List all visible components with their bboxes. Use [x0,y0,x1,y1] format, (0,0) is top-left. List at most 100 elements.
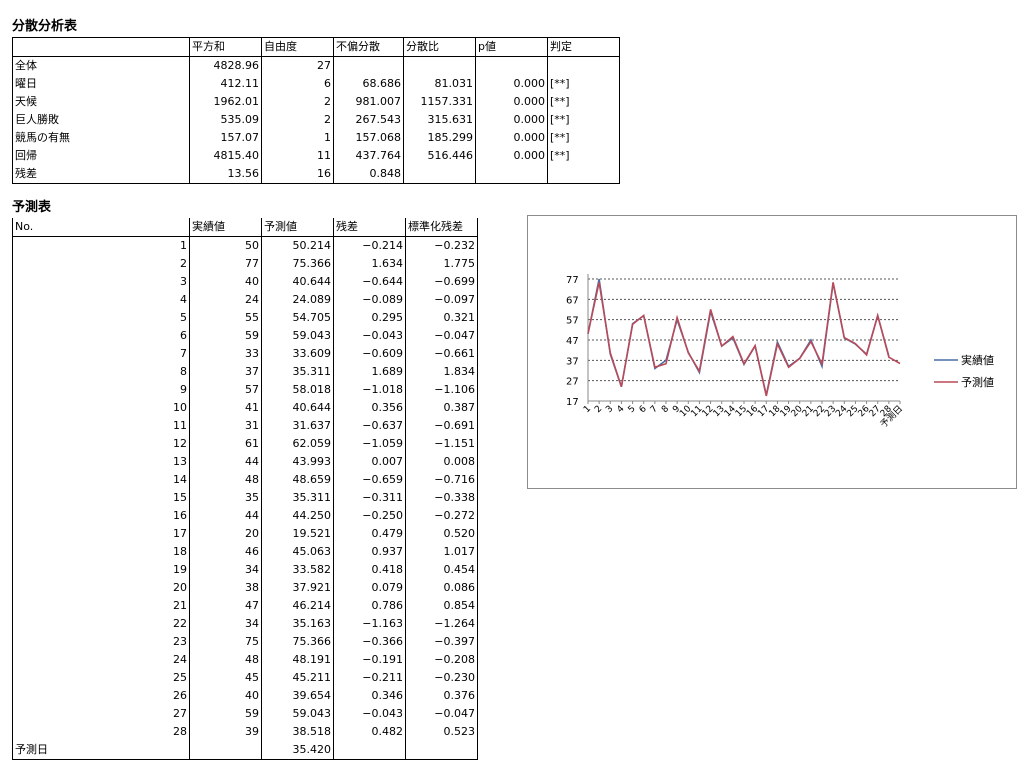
pred-cell[interactable]: 33.609 [261,345,334,363]
pred-cell[interactable]: 0.086 [405,579,478,597]
pred-header-cell[interactable]: 残差 [333,218,406,237]
pred-cell[interactable]: −0.661 [405,345,478,363]
pred-cell[interactable]: −1.264 [405,615,478,633]
pred-cell[interactable]: 2 [12,255,190,273]
pred-cell[interactable]: 20 [12,579,190,597]
pred-cell[interactable]: −0.338 [405,489,478,507]
pred-cell[interactable]: 58.018 [261,381,334,399]
pred-cell[interactable]: 0.482 [333,723,406,741]
pred-cell[interactable]: 40.644 [261,273,334,291]
pred-cell[interactable]: 50 [189,236,262,255]
pred-cell[interactable]: 33.582 [261,561,334,579]
pred-cell[interactable]: 19.521 [261,525,334,543]
pred-cell[interactable]: 1.017 [405,543,478,561]
anova-header-cell[interactable] [12,37,190,57]
anova-cell[interactable]: 81.031 [403,75,476,93]
anova-cell[interactable]: 2 [261,111,334,129]
pred-cell[interactable]: 20 [189,525,262,543]
anova-cell[interactable]: 天候 [12,93,190,111]
pred-cell[interactable]: 46 [189,543,262,561]
anova-header-cell[interactable]: 不偏分散 [333,37,404,57]
anova-cell[interactable]: 回帰 [12,147,190,165]
anova-cell[interactable]: 0.848 [333,165,404,184]
pred-cell[interactable]: −1.059 [333,435,406,453]
anova-cell[interactable]: 1157.331 [403,93,476,111]
pred-cell[interactable]: −0.644 [333,273,406,291]
pred-cell[interactable]: −0.043 [333,327,406,345]
pred-cell[interactable]: −0.047 [405,705,478,723]
anova-cell[interactable]: 4815.40 [189,147,262,165]
pred-cell[interactable]: 59.043 [261,705,334,723]
pred-cell[interactable]: 24 [189,291,262,309]
anova-cell[interactable]: 981.007 [333,93,404,111]
anova-cell[interactable]: 516.446 [403,147,476,165]
pred-cell[interactable]: 34 [189,561,262,579]
pred-cell[interactable]: 39 [189,723,262,741]
pred-cell[interactable]: 33 [189,345,262,363]
pred-cell[interactable]: 35 [189,489,262,507]
anova-header-cell[interactable]: 平方和 [189,37,262,57]
pred-cell[interactable]: 59 [189,327,262,345]
pred-cell[interactable]: 21 [12,597,190,615]
pred-cell[interactable]: 77 [189,255,262,273]
pred-cell[interactable]: −0.250 [333,507,406,525]
pred-cell[interactable]: 35.311 [261,489,334,507]
pred-cell[interactable]: 35.311 [261,363,334,381]
anova-cell[interactable]: 13.56 [189,165,262,184]
anova-header-cell[interactable]: 判定 [547,37,620,57]
anova-cell[interactable] [403,56,476,75]
anova-cell[interactable]: 267.543 [333,111,404,129]
pred-header-cell[interactable]: 予測値 [261,218,334,237]
pred-cell[interactable]: 8 [12,363,190,381]
pred-cell[interactable]: 35.163 [261,615,334,633]
pred-cell[interactable]: 39.654 [261,687,334,705]
anova-header-cell[interactable]: 自由度 [261,37,334,57]
pred-cell[interactable]: 41 [189,399,262,417]
anova-cell[interactable]: 16 [261,165,334,184]
anova-cell[interactable]: [**] [547,129,620,147]
pred-cell[interactable]: 3 [12,273,190,291]
pred-cell[interactable]: −0.214 [333,236,406,255]
pred-cell[interactable]: 10 [12,399,190,417]
pred-cell[interactable]: −0.208 [405,651,478,669]
pred-cell[interactable]: 9 [12,381,190,399]
pred-cell[interactable]: 19 [12,561,190,579]
pred-cell[interactable]: 28 [12,723,190,741]
pred-cell[interactable]: 0.786 [333,597,406,615]
pred-cell[interactable] [189,741,262,760]
anova-cell[interactable] [475,165,548,184]
pred-cell[interactable]: 1.834 [405,363,478,381]
pred-cell[interactable]: 54.705 [261,309,334,327]
anova-cell[interactable]: 1 [261,129,334,147]
anova-cell[interactable]: 0.000 [475,93,548,111]
pred-cell[interactable]: 61 [189,435,262,453]
pred-cell[interactable]: 0.854 [405,597,478,615]
pred-cell[interactable]: 0.008 [405,453,478,471]
anova-cell[interactable]: 437.764 [333,147,404,165]
pred-header-cell[interactable]: 標準化残差 [405,218,478,237]
pred-cell[interactable]: 38.518 [261,723,334,741]
pred-cell[interactable]: 59 [189,705,262,723]
pred-cell[interactable]: 1.689 [333,363,406,381]
pred-cell[interactable]: 18 [12,543,190,561]
pred-cell[interactable]: 0.418 [333,561,406,579]
pred-cell[interactable]: 1.634 [333,255,406,273]
pred-cell[interactable]: −0.311 [333,489,406,507]
pred-cell[interactable]: −0.397 [405,633,478,651]
anova-cell[interactable]: 2 [261,93,334,111]
anova-cell[interactable]: 27 [261,56,334,75]
pred-cell[interactable]: 0.937 [333,543,406,561]
pred-cell[interactable]: −1.106 [405,381,478,399]
anova-cell[interactable] [547,165,620,184]
pred-cell[interactable]: −0.232 [405,236,478,255]
pred-cell[interactable]: 26 [12,687,190,705]
pred-cell[interactable]: 48 [189,651,262,669]
pred-cell[interactable]: 55 [189,309,262,327]
pred-cell[interactable]: 31 [189,417,262,435]
pred-cell[interactable]: 27 [12,705,190,723]
pred-cell[interactable]: 37 [189,363,262,381]
pred-cell[interactable]: 24 [12,651,190,669]
pred-cell[interactable]: 0.479 [333,525,406,543]
pred-cell[interactable]: 13 [12,453,190,471]
pred-cell[interactable]: 75.366 [261,633,334,651]
